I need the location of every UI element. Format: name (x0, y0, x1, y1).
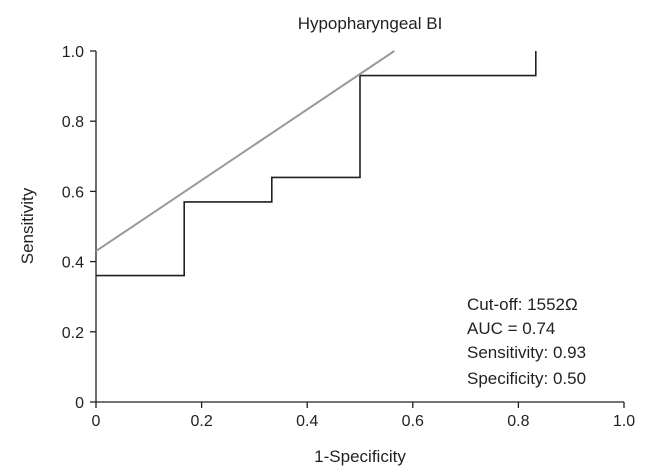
y-tick-label: 0.8 (62, 114, 84, 131)
x-axis-title: 1-Specificity (314, 447, 406, 466)
x-tick-label: 1.0 (613, 413, 635, 430)
y-tick-label: 0 (75, 395, 84, 412)
y-axis-title: Sensitivity (18, 187, 37, 264)
x-tick-label: 0 (92, 413, 101, 430)
roc-curve-line (96, 51, 537, 277)
x-tick-label: 0.4 (296, 413, 318, 430)
x-tick-label: 0.6 (402, 413, 424, 430)
x-axis-ticks: 0 0.2 0.4 0.6 0.8 1.0 (92, 402, 635, 430)
y-tick-label: 0.2 (62, 325, 84, 342)
chart-title: Hypopharyngeal BI (298, 14, 443, 33)
annotation-sensitivity: Sensitivity: 0.93 (467, 343, 586, 362)
x-tick-label: 0.8 (507, 413, 529, 430)
annotation-specificity: Specificity: 0.50 (467, 369, 586, 388)
annotation-auc: AUC = 0.74 (467, 319, 555, 338)
y-axis-ticks: 0 0.2 0.4 0.6 0.8 1.0 (62, 44, 96, 412)
y-tick-label: 0.6 (62, 184, 84, 201)
x-tick-label: 0.2 (190, 413, 212, 430)
y-tick-label: 0.4 (62, 255, 84, 272)
reference-line (95, 50, 395, 252)
series-layer (95, 50, 537, 277)
annotation-cutoff: Cut-off: 1552Ω (467, 295, 578, 314)
y-tick-label: 1.0 (62, 44, 84, 61)
